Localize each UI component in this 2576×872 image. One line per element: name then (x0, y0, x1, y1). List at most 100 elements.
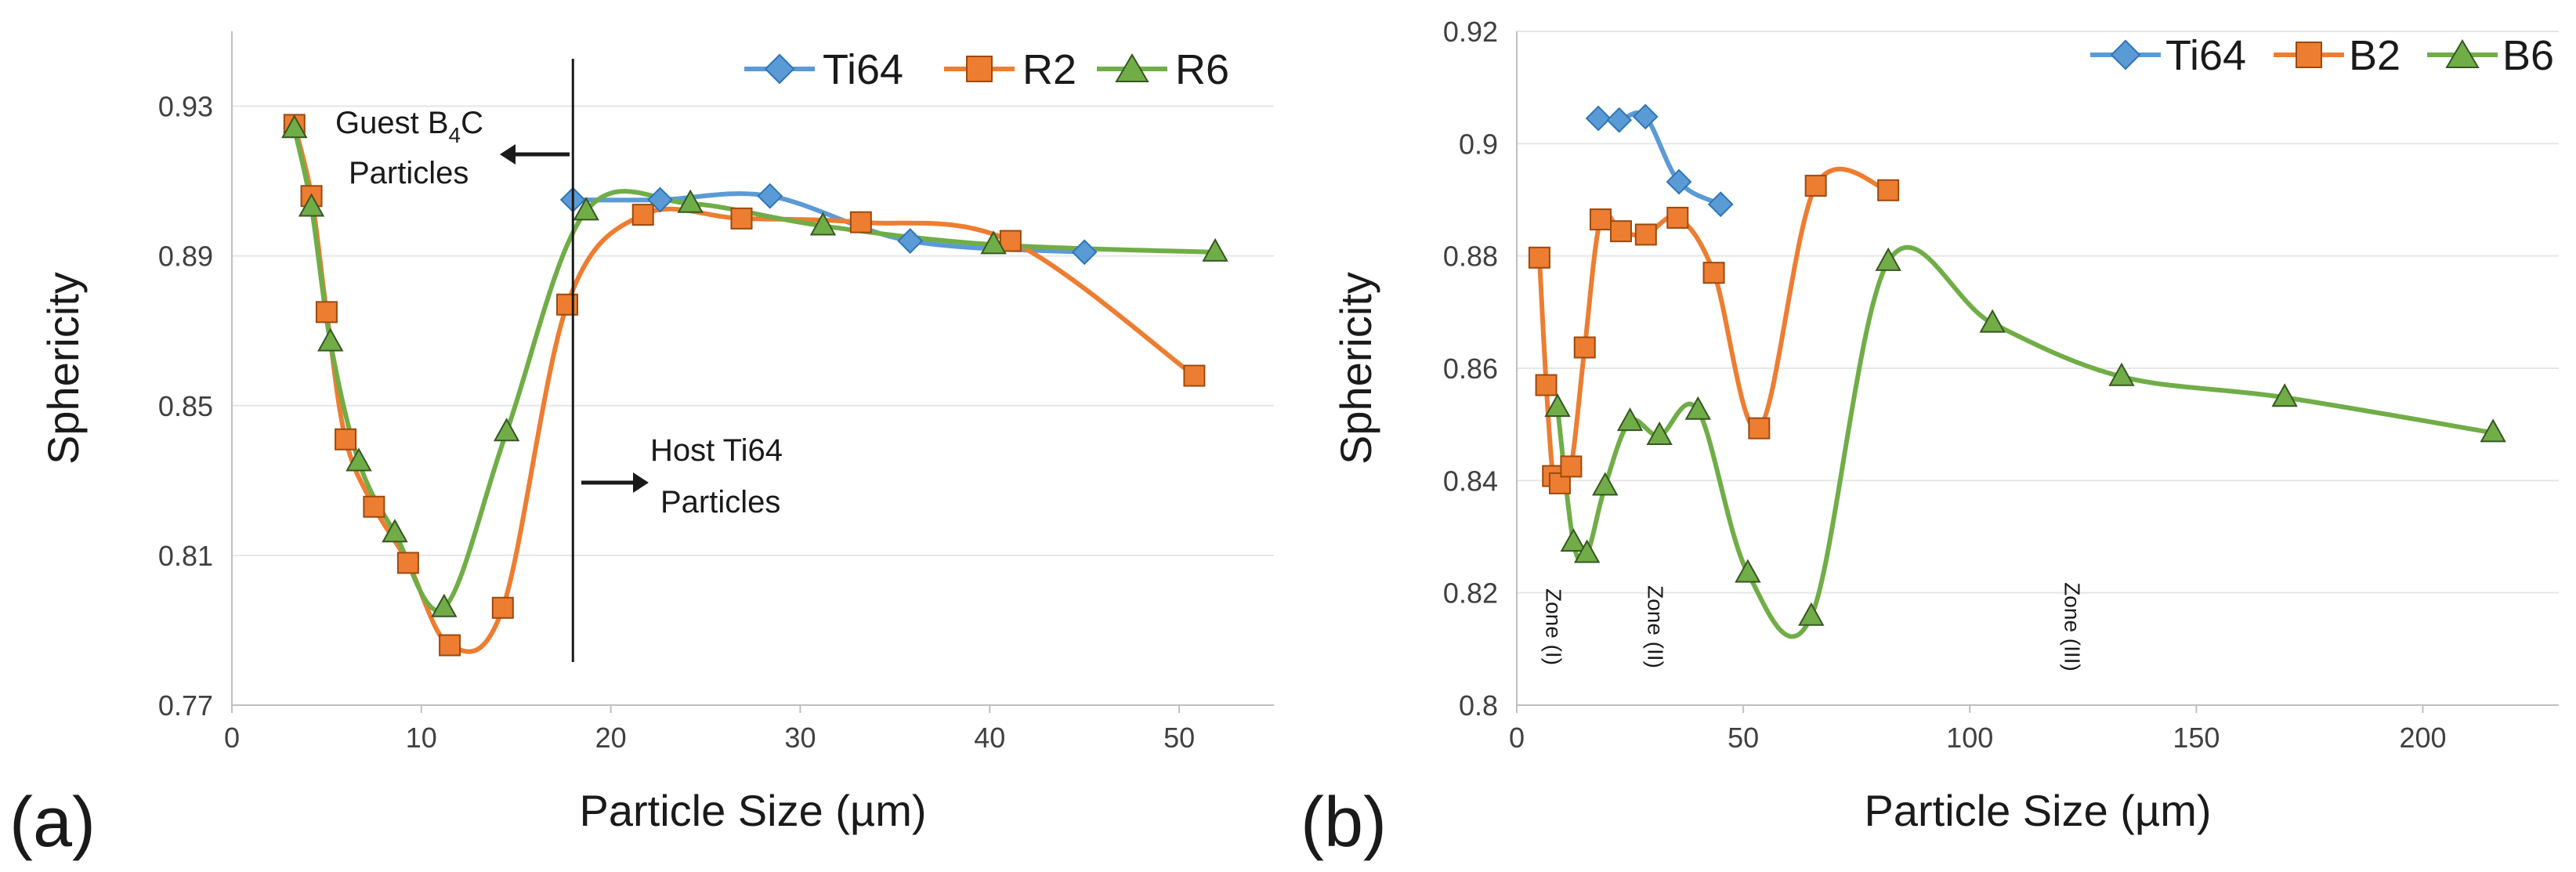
data-point-r2 (315, 301, 338, 324)
data-point-b6 (1616, 407, 1644, 432)
panel-b-chart: 0.8 0.82 0.84 0.86 0.88 0.9 0.92 0 50 100 150 200 Z… (1301, 16, 2559, 862)
legend-item-r6: R6 (1097, 46, 1229, 93)
guest-arrow-icon (500, 144, 570, 165)
data-point-b2 (1666, 206, 1689, 229)
zone-label: Zone (I) (1542, 588, 1566, 665)
series-line-b6 (1555, 244, 2494, 639)
panel-a-chart: 0.77 0.81 0.85 0.89 0.93 0 10 20 30 40 50 Guest B4… (9, 31, 1274, 862)
data-point-r6 (382, 519, 408, 543)
data-point-b6 (1684, 396, 1712, 420)
data-point-b6 (1798, 602, 1825, 626)
host-label-line2: Particles (660, 485, 780, 519)
host-arrow-icon (581, 472, 649, 493)
x-tick-label: 10 (406, 722, 437, 754)
data-point-r6 (346, 447, 372, 472)
y-tick-label: 0.92 (1443, 16, 1498, 48)
x-tick-label: 100 (1946, 722, 1993, 754)
data-point-r6 (317, 327, 344, 352)
data-point-r6 (493, 418, 520, 442)
data-point-b6 (2271, 383, 2298, 407)
series-line-r6 (291, 128, 1216, 613)
data-point-ti64 (1606, 107, 1633, 133)
data-point-b2 (1804, 175, 1827, 197)
data-point-ti64 (897, 228, 924, 254)
y-tick-label: 0.85 (158, 390, 213, 422)
panel-b-tick-labels: 0.8 0.82 0.84 0.86 0.88 0.9 0.92 0 50 100 150 200 (1443, 16, 2447, 754)
y-tick-label: 0.8 (1459, 689, 1498, 722)
data-point-b2 (1528, 246, 1550, 269)
panel-b-x-axis-label: Particle Size (µm) (1865, 786, 2212, 835)
legend-label-b6: B6 (2502, 32, 2554, 79)
data-point-b6 (1875, 247, 1901, 271)
data-point-b6 (1646, 421, 1673, 445)
panel-a-tick-labels: 0.77 0.81 0.85 0.89 0.93 0 10 20 30 40 50 (158, 91, 1195, 754)
x-tick-label: 0 (224, 722, 240, 754)
data-point-b2 (1610, 220, 1632, 243)
legend-label-b2: B2 (2349, 32, 2401, 79)
y-tick-label: 0.88 (1443, 241, 1498, 273)
y-tick-label: 0.86 (1443, 353, 1498, 385)
data-point-r6 (980, 230, 1007, 255)
data-point-ti64 (1707, 191, 1734, 218)
data-point-b6 (1735, 559, 1761, 583)
x-tick-label: 40 (974, 722, 1005, 754)
panel-b-zone-labels: Zone (I) Zone (II) Zone (III) (1542, 582, 2085, 671)
x-tick-label: 50 (1163, 722, 1195, 754)
legend-item-b6: B6 (2427, 32, 2554, 79)
x-tick-label: 0 (1509, 722, 1525, 754)
guest-label-line1: Guest B4C (335, 106, 483, 147)
data-point-b2 (1748, 417, 1771, 440)
data-point-b2 (1589, 208, 1612, 231)
y-tick-label: 0.89 (158, 241, 213, 273)
data-point-r2 (999, 230, 1022, 252)
data-point-ti64 (757, 183, 783, 209)
panel-a-gridlines (232, 105, 1274, 556)
data-point-b6 (2480, 418, 2506, 443)
y-tick-label: 0.81 (158, 540, 213, 572)
data-point-b6 (1573, 539, 1601, 563)
panel-a-legend: Ti64 R2 R6 (744, 46, 1229, 93)
data-point-r2 (849, 211, 872, 233)
panel-b-gridlines (1517, 31, 2559, 594)
panel-b-series (1528, 103, 2506, 639)
legend-label-r6: R6 (1175, 46, 1229, 93)
data-point-b2 (1535, 374, 1558, 396)
data-point-r2 (491, 596, 514, 619)
y-tick-label: 0.77 (158, 689, 213, 722)
legend-item-b2: B2 (2274, 32, 2401, 79)
data-point-r6 (298, 193, 325, 217)
data-point-r2 (396, 552, 419, 574)
panel-a-x-axis-label: Particle Size (µm) (580, 786, 927, 835)
series-line-r2 (291, 124, 1196, 654)
data-point-r6 (573, 197, 599, 221)
data-point-b6 (1592, 472, 1619, 496)
data-point-b6 (2108, 362, 2135, 386)
data-point-b2 (1573, 336, 1596, 359)
data-point-b6 (1544, 393, 1571, 418)
y-tick-label: 0.93 (158, 91, 213, 123)
legend-label-ti64: Ti64 (823, 46, 903, 93)
legend-item-b-ti64: Ti64 (2090, 32, 2246, 79)
data-point-r2 (730, 207, 753, 230)
data-point-b2 (1634, 223, 1657, 246)
data-point-r2 (631, 204, 654, 226)
data-point-r2 (556, 293, 579, 316)
data-point-r6 (431, 593, 458, 617)
data-point-b2 (1560, 455, 1583, 478)
y-tick-label: 0.82 (1443, 577, 1498, 610)
data-point-b2 (1877, 179, 1900, 201)
data-point-b2 (1702, 262, 1725, 284)
x-tick-label: 50 (1728, 722, 1759, 754)
x-tick-label: 20 (595, 722, 627, 754)
y-tick-label: 0.9 (1459, 128, 1498, 160)
panel-a-series (281, 114, 1228, 657)
data-point-ti64 (1632, 103, 1659, 130)
x-tick-label: 150 (2173, 722, 2220, 754)
panel-b-y-axis-label: Sphericity (1331, 272, 1380, 465)
data-point-r2 (1183, 364, 1206, 387)
data-point-b6 (1560, 528, 1586, 552)
data-point-ti64 (647, 186, 673, 213)
data-point-r2 (439, 634, 461, 657)
legend-label-b-ti64: Ti64 (2165, 32, 2246, 79)
